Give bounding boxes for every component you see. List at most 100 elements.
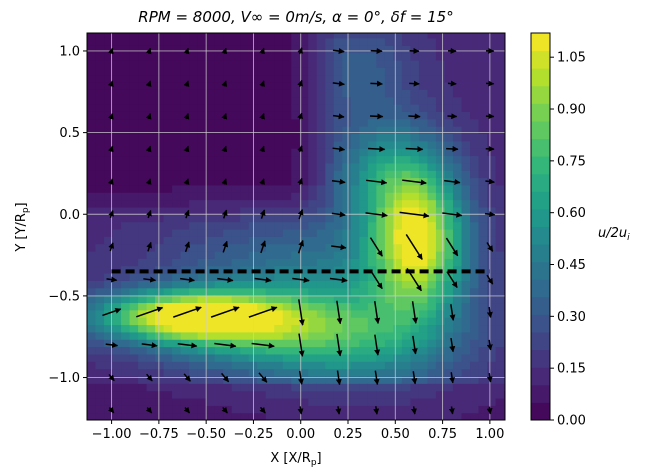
heatmap-cell xyxy=(418,280,429,289)
heatmap-cell xyxy=(112,353,122,362)
heatmap-cell xyxy=(444,45,454,54)
heatmap-cell xyxy=(333,52,343,61)
heatmap-cell xyxy=(231,236,241,245)
heatmap-cell xyxy=(418,258,429,267)
heatmap-cell xyxy=(282,192,292,201)
heatmap-cell xyxy=(104,89,114,98)
heatmap-cell xyxy=(223,250,233,259)
heatmap-cell xyxy=(393,148,403,157)
heatmap-cell xyxy=(401,74,412,83)
colorbar-band xyxy=(531,296,550,315)
heatmap-cell xyxy=(257,162,267,171)
heatmap-cell xyxy=(350,397,360,406)
title-alpha: α = 0°, xyxy=(332,8,386,26)
heatmap-cell xyxy=(342,258,352,267)
heatmap-cell xyxy=(435,67,446,76)
heatmap-cell xyxy=(121,104,131,112)
heatmap-cell xyxy=(155,295,165,304)
heatmap-cell xyxy=(359,199,369,208)
heatmap-cell xyxy=(308,331,318,340)
heatmap-cell xyxy=(138,302,148,311)
heatmap-cell xyxy=(129,280,139,289)
heatmap-cell xyxy=(291,140,301,149)
heatmap-cell xyxy=(444,412,454,420)
heatmap-cell xyxy=(299,243,309,252)
heatmap-cell xyxy=(197,353,207,362)
heatmap-cell xyxy=(291,184,301,193)
heatmap-cell xyxy=(231,214,241,223)
heatmap-cell xyxy=(342,52,352,61)
heatmap-cell xyxy=(393,45,403,54)
heatmap-cell xyxy=(384,221,395,230)
heatmap-cell xyxy=(376,368,386,377)
heatmap-cell xyxy=(172,33,182,39)
heatmap-cell xyxy=(367,302,377,311)
heatmap-cell xyxy=(435,89,446,98)
heatmap-cell xyxy=(282,295,292,304)
heatmap-cell xyxy=(325,104,335,112)
heatmap-cell xyxy=(95,170,105,179)
x-tick-label: −0.25 xyxy=(234,427,274,442)
heatmap-cell xyxy=(478,162,488,171)
heatmap-cell xyxy=(231,346,241,355)
heatmap-cell xyxy=(470,324,480,333)
heatmap-cell xyxy=(240,206,250,215)
heatmap-cell xyxy=(308,52,318,61)
heatmap-cell xyxy=(478,258,488,267)
heatmap-cell xyxy=(350,331,360,340)
heatmap-cell xyxy=(316,273,326,281)
heatmap-cell xyxy=(180,236,190,245)
velocity-vectors xyxy=(102,47,496,415)
heatmap-cell xyxy=(240,397,250,406)
heatmap-cell xyxy=(470,184,480,193)
heatmap-cell xyxy=(265,236,275,245)
heatmap-cell xyxy=(223,118,233,127)
heatmap-cell xyxy=(427,280,437,289)
vector-arrow xyxy=(449,337,456,353)
heatmap-cell xyxy=(495,162,505,171)
heatmap-cell xyxy=(189,45,199,54)
heatmap-cell xyxy=(172,214,182,223)
heatmap-cell xyxy=(257,258,267,267)
colorbar-band xyxy=(531,226,550,245)
heatmap-cell xyxy=(291,383,301,392)
vector-arrow xyxy=(409,80,420,87)
heatmap-cell xyxy=(376,214,386,223)
heatmap-cell xyxy=(495,273,505,281)
vector-arrow xyxy=(332,80,345,87)
heatmap-cell xyxy=(214,59,224,68)
heatmap-cell xyxy=(274,383,284,392)
vector-arrow xyxy=(259,113,265,120)
vector-arrow xyxy=(105,341,119,348)
heatmap-cell xyxy=(342,177,352,186)
heatmap-cell xyxy=(452,140,463,149)
x-tick-label: 0.75 xyxy=(428,427,457,442)
heatmap-cell xyxy=(470,133,480,142)
heatmap-cell xyxy=(435,74,446,83)
heatmap-cell xyxy=(470,236,480,245)
heatmap-cell xyxy=(308,309,318,318)
heatmap-cell xyxy=(95,133,105,142)
heatmap-cell xyxy=(104,184,114,193)
heatmap-cell xyxy=(478,295,488,304)
heatmap-cell xyxy=(240,96,250,105)
heatmap-cell xyxy=(418,126,429,135)
heatmap-cell xyxy=(444,375,454,384)
heatmap-cell xyxy=(325,361,335,370)
heatmap-cell xyxy=(316,346,326,355)
heatmap-cell xyxy=(452,265,463,274)
heatmap-cell xyxy=(129,184,139,193)
heatmap-cell xyxy=(487,331,497,340)
heatmap-cell xyxy=(359,96,369,105)
vector-arrow xyxy=(107,80,114,88)
heatmap-cell xyxy=(95,111,105,120)
vector-arrow xyxy=(486,406,493,415)
heatmap-cell xyxy=(487,206,497,215)
heatmap-cell xyxy=(299,148,309,157)
heatmap-cell xyxy=(367,148,377,157)
heatmap-cell xyxy=(172,59,182,68)
heatmap-cell xyxy=(316,192,326,201)
heatmap-cell xyxy=(129,74,139,83)
heatmap-cell xyxy=(376,221,386,230)
heatmap-cell xyxy=(274,243,284,252)
